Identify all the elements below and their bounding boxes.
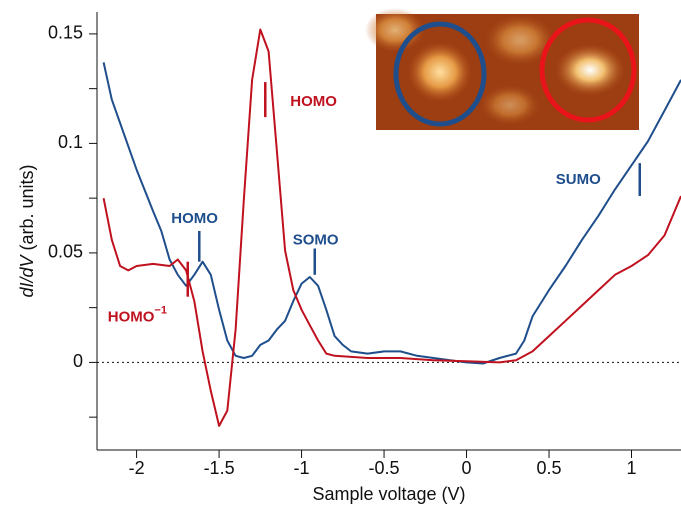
annotation-text: HOMO [290,93,337,110]
inset-image [365,8,639,130]
x-tick-label: -1.5 [204,458,235,478]
y-axis-label-units: (arb. units) [17,164,37,250]
y-axis-label: dI/dV (arb. units) [17,164,37,297]
x-tick-label: -1 [294,458,310,478]
y-tick-label: 0.15 [48,23,83,43]
y-axis-label-italic: dI/dV [17,254,37,298]
y-tick-label: 0.1 [58,132,83,152]
x-tick-label: -2 [129,458,145,478]
annotation-label: HOMO−1 [108,305,167,326]
x-tick-label: 1 [627,458,637,478]
x-axis-label: Sample voltage (V) [312,484,465,504]
x-tick-label: 0 [462,458,472,478]
annotation-label: HOMO [290,93,337,110]
annotation-superscript: −1 [154,305,167,317]
annotation-label: SOMO [293,231,339,248]
annotation-text: HOMO [108,309,155,326]
page: Sample voltage (V) dI/dV (arb. units) 0 0.… [0,0,681,508]
y-tick-label: 0.05 [48,242,83,262]
annotation-label: HOMO [171,210,218,227]
chart: Sample voltage (V) dI/dV (arb. units) 0 0.… [0,0,681,508]
annotation-text: SOMO [293,231,339,248]
annotation-text: SUMO [556,171,601,188]
x-tick-label: 0.5 [537,458,562,478]
annotation-label: SUMO [556,171,601,188]
annotation-text: HOMO [171,210,218,227]
x-tick-label: -0.5 [369,458,400,478]
y-tick-label: 0 [73,351,83,371]
